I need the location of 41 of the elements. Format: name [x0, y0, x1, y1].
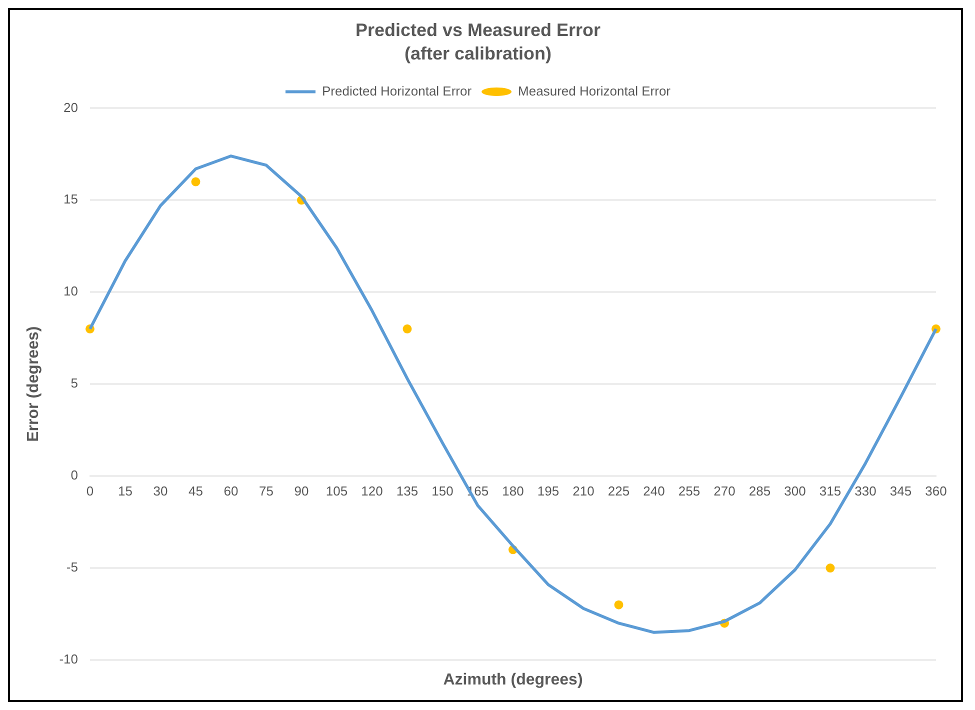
- chart-title: Predicted vs Measured Error: [355, 20, 601, 40]
- point: [402, 324, 412, 334]
- y-axis-title: Error (degrees): [25, 326, 42, 442]
- x-tick-label: 255: [678, 483, 700, 498]
- y-tick-label: 5: [70, 376, 78, 391]
- y-tick-label: -10: [59, 652, 78, 667]
- x-tick-label: 45: [188, 483, 203, 498]
- legend-label: Measured Horizontal Error: [518, 83, 672, 98]
- point: [826, 564, 835, 573]
- x-tick-label: 15: [118, 483, 132, 498]
- x-tick-label: 180: [502, 483, 524, 498]
- legend-label: Predicted Horizontal Error: [322, 83, 472, 98]
- y-tick-label: -5: [66, 560, 78, 575]
- x-tick-label: 135: [396, 483, 418, 498]
- x-tick-label: 90: [294, 483, 309, 498]
- x-tick-label: 315: [819, 483, 842, 498]
- x-tick-label: 270: [714, 483, 736, 498]
- x-tick-label: 360: [925, 483, 947, 498]
- y-tick-label: 0: [70, 468, 78, 483]
- x-tick-label: 285: [748, 483, 771, 498]
- y-tick-label: 15: [64, 192, 78, 207]
- x-tick-label: 330: [854, 483, 876, 498]
- x-tick-label: 120: [361, 483, 383, 498]
- x-tick-label: 75: [259, 483, 274, 498]
- x-tick-label: 300: [784, 483, 806, 498]
- x-tick-label: 345: [890, 483, 912, 498]
- x-tick-label: 225: [608, 483, 630, 498]
- y-tick-label: 10: [64, 284, 78, 299]
- x-tick-label: 105: [326, 483, 348, 498]
- point: [614, 600, 624, 610]
- x-tick-label: 210: [572, 483, 594, 498]
- x-tick-label: 195: [537, 483, 560, 498]
- x-axis-title: Azimuth (degrees): [443, 671, 583, 688]
- x-tick-label: 0: [86, 483, 94, 498]
- x-tick-label: 240: [643, 483, 665, 498]
- point: [191, 177, 200, 186]
- chart-subtitle: (after calibration): [404, 43, 552, 64]
- x-tick-label: 150: [432, 483, 454, 498]
- y-tick-label: 20: [64, 100, 78, 115]
- x-tick-label: 30: [153, 483, 168, 498]
- x-tick-label: 60: [224, 483, 238, 498]
